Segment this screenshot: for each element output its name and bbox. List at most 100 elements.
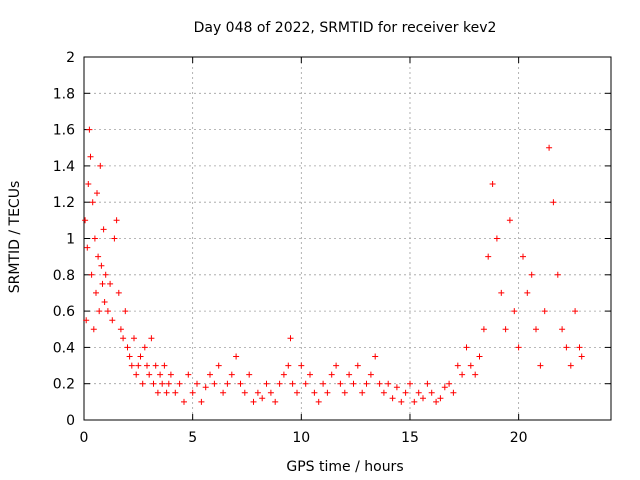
data-point <box>389 395 396 402</box>
data-point <box>101 299 108 305</box>
data-point <box>109 317 116 324</box>
data-point <box>185 371 192 378</box>
data-point <box>104 308 111 315</box>
data-point <box>480 326 487 333</box>
data-point <box>146 371 153 378</box>
data-point <box>533 326 539 333</box>
data-point <box>176 380 183 387</box>
data-point <box>107 280 114 287</box>
x-tick-label: 15 <box>401 430 419 446</box>
data-point <box>95 253 102 260</box>
data-point <box>85 181 92 187</box>
data-point <box>131 335 137 342</box>
y-tick-label: 1.8 <box>53 86 75 102</box>
data-point <box>376 380 383 387</box>
data-point <box>441 384 448 391</box>
data-point <box>181 398 187 405</box>
data-point <box>493 235 500 242</box>
data-point <box>113 217 120 224</box>
data-point <box>424 380 431 387</box>
data-point <box>489 181 496 187</box>
plot-frame <box>83 56 612 421</box>
data-point <box>333 362 340 369</box>
data-point <box>578 353 585 360</box>
data-point <box>450 389 457 396</box>
data-point <box>94 190 100 197</box>
data-point <box>524 289 531 296</box>
data-point <box>341 389 348 396</box>
data-point <box>528 271 535 278</box>
y-tick-label: 1 <box>66 232 75 248</box>
y-axis-label: SRMTID / TECUs <box>7 181 23 294</box>
data-point <box>398 398 405 405</box>
data-point <box>259 395 266 402</box>
data-point <box>133 371 140 378</box>
data-point <box>198 398 205 405</box>
x-tick-label: 0 <box>80 430 89 446</box>
data-point <box>115 289 122 296</box>
data-point <box>220 389 227 396</box>
data-point <box>88 271 95 278</box>
data-point <box>567 362 574 369</box>
data-point <box>154 389 161 396</box>
data-point <box>263 380 270 387</box>
axes <box>83 56 612 421</box>
data-point <box>148 335 155 342</box>
y-tick-label: 0 <box>66 413 75 429</box>
data-point <box>467 362 474 369</box>
y-tick-label: 0.8 <box>53 268 75 284</box>
data-point <box>515 344 522 351</box>
data-point <box>189 389 196 396</box>
data-point <box>237 380 244 387</box>
data-point <box>202 384 209 391</box>
data-point <box>324 389 331 396</box>
data-point <box>267 389 274 396</box>
data-point <box>254 389 261 396</box>
data-point <box>359 389 366 396</box>
data-point <box>463 344 470 351</box>
data-point <box>241 389 248 396</box>
data-point <box>93 289 99 296</box>
data-point <box>446 380 453 387</box>
data-point <box>563 344 570 351</box>
x-tick-label: 10 <box>292 430 310 446</box>
data-point <box>511 308 518 315</box>
x-tick-label: 20 <box>510 430 528 446</box>
data-point <box>298 362 305 369</box>
data-point <box>502 326 509 333</box>
data-point <box>346 371 353 378</box>
y-tick-label: 1.6 <box>53 123 75 139</box>
data-point <box>572 308 579 315</box>
data-point <box>287 335 294 342</box>
data-point <box>576 344 583 351</box>
data-point <box>459 371 466 378</box>
data-point <box>393 384 400 391</box>
data-point <box>476 353 483 360</box>
data-point <box>307 371 313 378</box>
data-point <box>415 389 422 396</box>
grid-lines <box>84 57 611 420</box>
data-point <box>102 271 109 278</box>
data-point <box>157 371 164 378</box>
data-point <box>83 317 90 324</box>
data-point <box>228 371 235 378</box>
data-point <box>98 262 105 269</box>
data-point <box>437 395 444 402</box>
data-point <box>428 389 435 396</box>
data-points <box>82 126 585 405</box>
y-tick-label: 1.2 <box>53 195 75 211</box>
data-point <box>276 380 283 387</box>
data-point <box>328 371 335 378</box>
data-point <box>315 398 322 405</box>
data-point <box>126 353 133 360</box>
data-point <box>302 380 309 387</box>
y-tick-label: 0.4 <box>53 340 75 356</box>
data-point <box>99 280 106 287</box>
data-point <box>87 153 94 160</box>
y-tick-label: 2 <box>66 50 75 66</box>
data-point <box>163 389 170 396</box>
data-point <box>411 398 418 405</box>
data-point <box>485 253 492 260</box>
data-point <box>250 398 257 405</box>
data-point <box>550 199 557 206</box>
